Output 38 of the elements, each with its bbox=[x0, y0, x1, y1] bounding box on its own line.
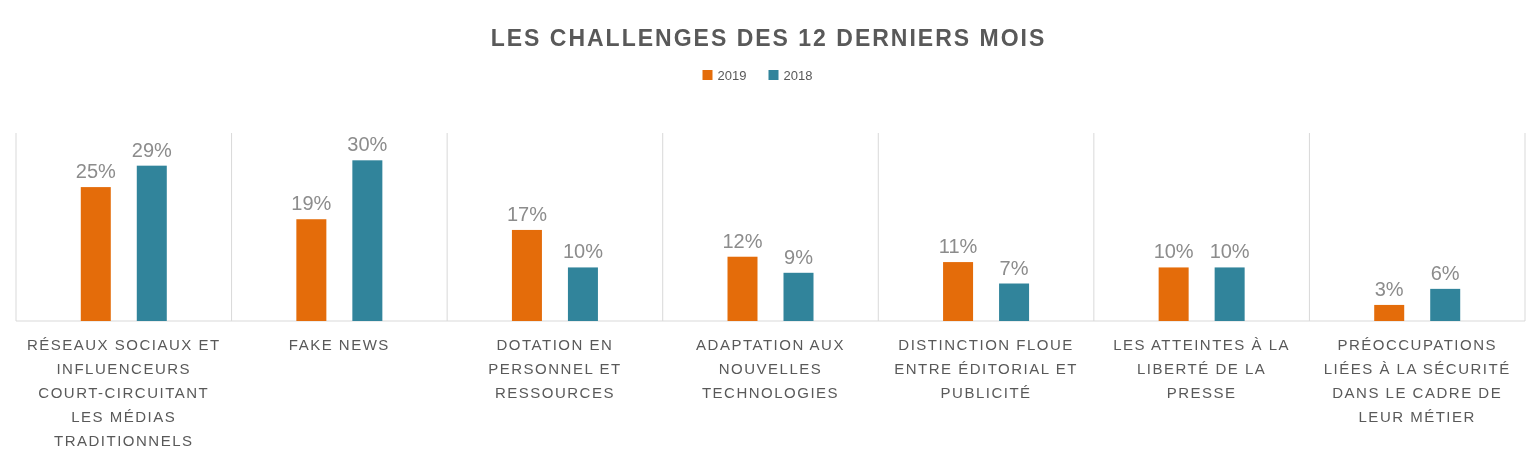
chart-title: LES CHALLENGES DES 12 DERNIERS MOIS bbox=[490, 25, 1047, 51]
x-tick-label: DOTATION EN PERSONNEL ET RESSOURCES bbox=[488, 336, 622, 401]
x-tick-label: PRÉOCCUPATIONS LIÉES À LA SÉCURITÉ DANS LE CADRE DE LEUR MÉTIER bbox=[1323, 336, 1511, 425]
bar bbox=[296, 219, 327, 321]
data-label: 10% bbox=[1153, 240, 1194, 263]
data-label: 25% bbox=[75, 160, 117, 183]
data-label: 10% bbox=[1209, 240, 1250, 263]
data-label: 11% bbox=[938, 235, 978, 258]
bar bbox=[1430, 288, 1461, 321]
bar bbox=[783, 272, 814, 321]
bar bbox=[567, 267, 598, 321]
bar bbox=[999, 283, 1030, 321]
x-tick-label: RÉSEAUX SOCIAUX ET INFLUENCEURS COURT-CIRCUITANT LES MÉDIAS TRADITIONNELS bbox=[26, 336, 221, 449]
bar bbox=[511, 229, 542, 321]
bar bbox=[1374, 304, 1405, 321]
x-tick-label: LES ATTEINTES À LA LIBERTÉ DE LA PRESSE bbox=[1113, 336, 1291, 401]
data-label: 12% bbox=[722, 229, 763, 252]
data-label: 30% bbox=[347, 133, 388, 156]
bar bbox=[352, 160, 383, 321]
data-label: 3% bbox=[1374, 277, 1404, 300]
bar bbox=[1158, 267, 1189, 321]
x-tick-label: DISTINCTION FLOUE ENTRE ÉDITORIAL ET PUBLICITÉ bbox=[894, 336, 1078, 401]
data-label: 10% bbox=[562, 240, 604, 263]
bar bbox=[80, 187, 111, 321]
bar bbox=[1214, 267, 1245, 321]
bar bbox=[727, 256, 758, 321]
data-label: 19% bbox=[291, 192, 332, 215]
bar bbox=[943, 262, 974, 321]
data-label: 9% bbox=[784, 245, 814, 268]
legend-label: 2019 bbox=[717, 68, 747, 83]
data-label: 6% bbox=[1430, 261, 1460, 284]
data-label: 17% bbox=[506, 202, 548, 225]
data-label: 29% bbox=[131, 138, 173, 161]
x-tick-label: ADAPTATION AUX NOUVELLES TECHNOLOGIES bbox=[696, 336, 845, 401]
data-label: 7% bbox=[999, 256, 1029, 279]
x-tick-label: FAKE NEWS bbox=[288, 336, 390, 353]
legend-label: 2018 bbox=[783, 68, 813, 83]
bar bbox=[136, 165, 167, 321]
